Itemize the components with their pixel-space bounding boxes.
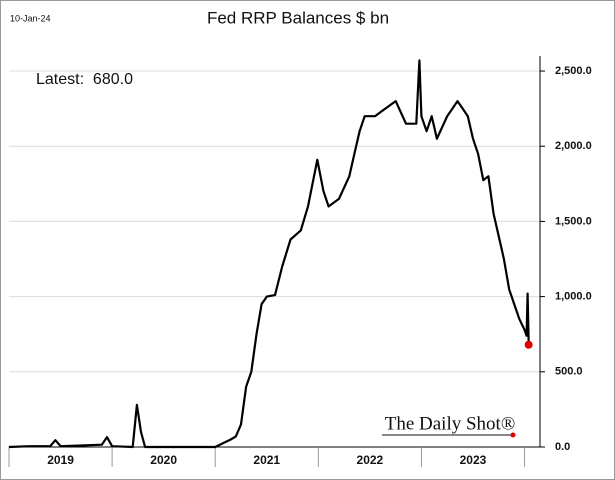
y-tick-label: 1,000.0 xyxy=(555,291,592,303)
y-tick-label: 2,500.0 xyxy=(555,65,592,77)
y-tick-label: 500.0 xyxy=(555,366,583,378)
x-tick-label: 2020 xyxy=(150,453,177,467)
brand-dot xyxy=(510,432,516,438)
date-note: 10-Jan-24 xyxy=(10,13,51,23)
latest-point xyxy=(524,340,533,349)
series-line xyxy=(8,59,530,449)
brand: The Daily Shot® xyxy=(385,413,516,434)
x-tick-label: 2023 xyxy=(460,453,487,467)
x-tick-label: 2019 xyxy=(47,453,74,467)
x-tick-label: 2022 xyxy=(357,453,384,467)
chart-title: Fed RRP Balances $ bn xyxy=(207,8,389,27)
y-tick-label: 2,000.0 xyxy=(555,140,592,152)
x-tick-label: 2021 xyxy=(253,453,280,467)
y-tick-label: 1,500.0 xyxy=(555,215,592,227)
annotation: Latest: 680.0 xyxy=(36,71,133,88)
y-tick-label: 0.0 xyxy=(555,441,570,453)
